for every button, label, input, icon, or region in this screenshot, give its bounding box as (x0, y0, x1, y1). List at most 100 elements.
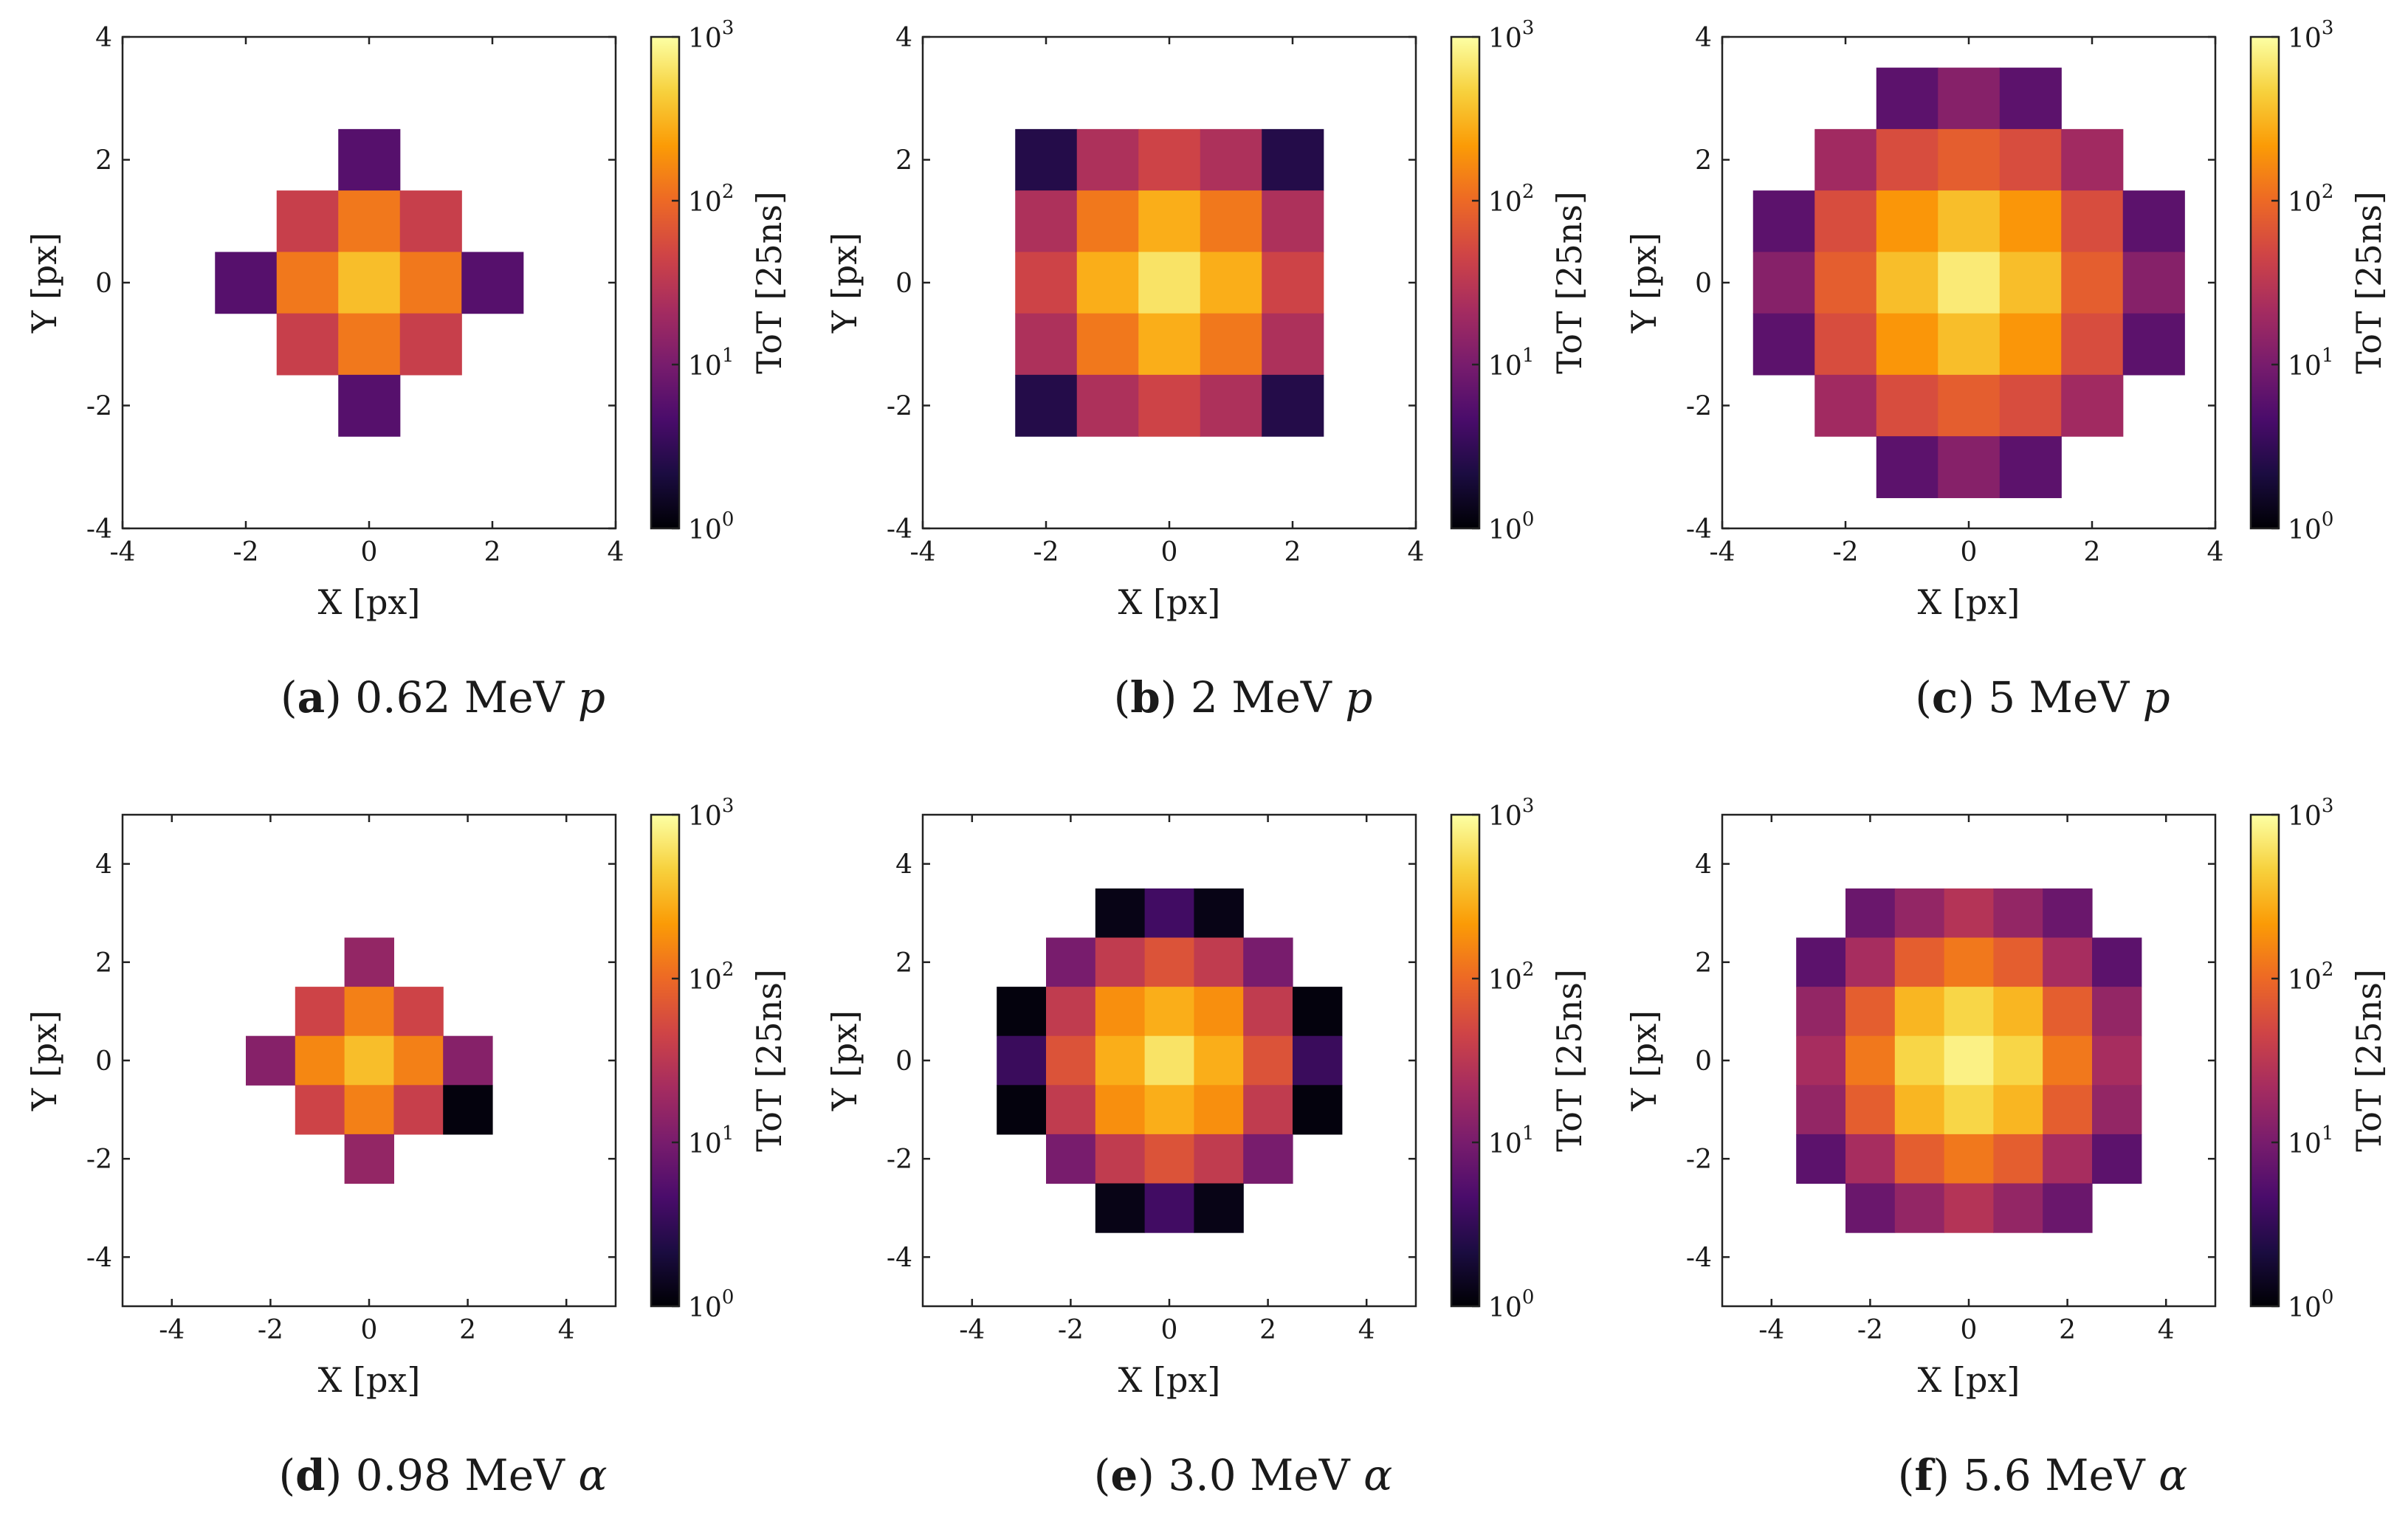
heatmap-cell (1796, 1134, 1846, 1184)
colorbar-tick-exponent: 2 (1522, 959, 1535, 981)
heatmap-cell (997, 987, 1047, 1037)
colorbar-tick-label: 101 (2288, 1122, 2333, 1159)
heatmap-cell (2122, 190, 2185, 252)
x-tick-label: 0 (1961, 1315, 1978, 1345)
heatmap-cell (1938, 313, 2001, 376)
x-tick-label: -2 (258, 1315, 283, 1345)
heatmap-cell (461, 252, 524, 314)
heatmap-cell (1243, 1085, 1293, 1135)
colorbar-tick-label: 102 (1488, 959, 1534, 996)
heatmap-cell (1993, 987, 2043, 1037)
colorbar-tick-base: 10 (1488, 965, 1522, 996)
heatmap-cell (1999, 67, 2062, 130)
y-axis-label: Y [px] (1624, 1010, 1664, 1111)
heatmap-cell (2122, 313, 2185, 376)
subfigure-caption: (f) 5.6 MeV α (1898, 1450, 2188, 1500)
x-tick-label: 4 (1358, 1315, 1375, 1345)
colorbar-gradient (1450, 813, 1481, 1308)
heatmap-cell (1243, 987, 1293, 1037)
subfigure-caption: (a) 0.62 MeV p (281, 672, 605, 722)
x-tick-label: 2 (1284, 537, 1301, 568)
heatmap-cell (1262, 374, 1324, 437)
caption-letter: d (295, 1450, 326, 1500)
colorbar-label: ToT [25ns] (1549, 969, 1589, 1152)
heatmap-cell (1095, 1183, 1146, 1233)
heatmap-cell (1814, 128, 1877, 191)
heatmap-cell (399, 190, 462, 252)
colorbar-tick-label: 102 (1488, 181, 1534, 218)
heatmap-cell (1845, 1134, 1896, 1184)
y-tick-label: 0 (95, 1046, 112, 1077)
colorbar-tick-label: 103 (2288, 17, 2333, 54)
colorbar-tick-label: 100 (688, 508, 734, 545)
heatmap-cell (1076, 374, 1139, 437)
y-tick-label: 2 (1695, 146, 1712, 176)
heatmap-cell (1796, 937, 1846, 987)
heatmap-cell (1076, 252, 1139, 314)
heatmap-cell (2061, 128, 2124, 191)
x-tick-label: 2 (484, 537, 501, 568)
heatmap-cell (399, 313, 462, 376)
heatmap-cell (1138, 190, 1201, 252)
heatmap-cell (1015, 374, 1078, 437)
heatmap-cell (1144, 1183, 1194, 1233)
heatmap-cell (1144, 1085, 1194, 1135)
heatmap-cell (2061, 313, 2124, 376)
x-tick-label: -2 (1058, 1315, 1084, 1345)
colorbar-tick-exponent: 1 (1522, 345, 1535, 367)
y-tick-label: -4 (887, 1243, 912, 1273)
x-tick-label: 2 (459, 1315, 476, 1345)
heatmap-cell (1243, 1035, 1293, 1086)
heatmap-cell (1752, 190, 1815, 252)
heatmap-cell (1999, 128, 2062, 191)
heatmap-cell (1999, 313, 2062, 376)
y-tick-label: 4 (1695, 850, 1712, 880)
heatmap-cell (2043, 987, 2093, 1037)
x-tick-label: 2 (2084, 537, 2101, 568)
colorbar-gradient (2249, 813, 2280, 1308)
y-tick-label: 2 (1695, 948, 1712, 979)
heatmap-cell (1894, 937, 1945, 987)
colorbar-gradient (650, 35, 681, 530)
colorbar-tick-base: 10 (688, 965, 722, 996)
colorbar-tick-label: 102 (688, 959, 734, 996)
heatmap-cell (1999, 190, 2062, 252)
heatmap-cell (1944, 1134, 1994, 1184)
colorbar-tick-exponent: 3 (722, 17, 735, 39)
colorbar-tick-base: 10 (1488, 187, 1522, 218)
heatmap-cell (1938, 67, 2001, 130)
x-tick-label: 4 (2207, 537, 2224, 568)
subfigure-caption: (b) 2 MeV p (1114, 672, 1373, 722)
heatmap-cell (1894, 1085, 1945, 1135)
heatmap-cell (1262, 252, 1324, 314)
heatmap-cell (393, 1085, 444, 1135)
heatmap-cell (2092, 1035, 2142, 1086)
colorbar-tick-base: 10 (1488, 1129, 1522, 1159)
colorbar-tick-label: 103 (688, 795, 734, 832)
heatmap-cell (1876, 252, 1939, 314)
heatmap-cell (1194, 1035, 1244, 1086)
heatmap-cell (338, 374, 401, 437)
x-axis-label: X [px] (1118, 1360, 1221, 1400)
colorbar-tick-exponent: 0 (722, 1286, 735, 1308)
heatmap-cell (1015, 313, 1078, 376)
x-tick-label: -2 (1832, 537, 1858, 568)
y-tick-label: 4 (95, 850, 112, 880)
heatmap-cell (338, 128, 401, 191)
y-tick-label: -2 (887, 1145, 912, 1175)
heatmap-cell (1138, 313, 1201, 376)
colorbar-tick-exponent: 2 (722, 181, 735, 203)
heatmap-cell (1200, 190, 1262, 252)
heatmap-cell (2092, 937, 2142, 987)
heatmap-cell (1944, 1035, 1994, 1086)
heatmap-cell (1894, 1134, 1945, 1184)
heatmap-cell (1293, 1035, 1343, 1086)
x-tick-label: 4 (1408, 537, 1425, 568)
heatmap-cell (1076, 190, 1139, 252)
colorbar-tick-base: 10 (688, 351, 722, 382)
